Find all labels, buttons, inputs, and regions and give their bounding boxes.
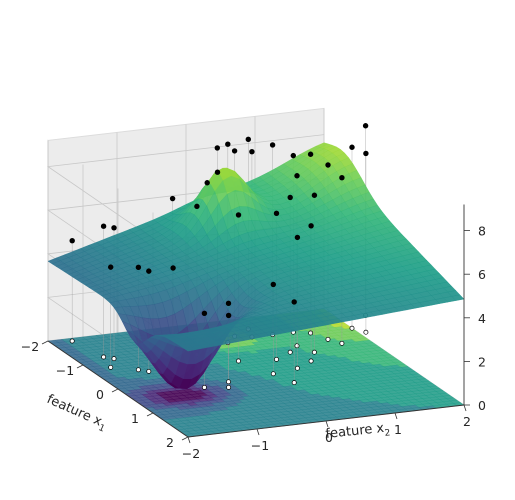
data-point (308, 223, 314, 229)
z-tick-label: 4 (478, 311, 486, 326)
floor-marker (226, 379, 231, 385)
data-point (231, 148, 238, 154)
floor-marker (339, 340, 345, 346)
data-point (214, 145, 220, 151)
data-point (311, 192, 318, 198)
data-point (269, 142, 276, 148)
data-point (135, 264, 142, 271)
data-point (287, 194, 293, 201)
x2-tick-mark (394, 412, 398, 420)
data-point (294, 234, 301, 241)
data-point (69, 238, 75, 244)
data-point (100, 223, 107, 229)
data-point (214, 169, 221, 175)
floor-marker (294, 365, 300, 371)
x2-tick-label: 1 (394, 422, 402, 437)
data-point (249, 149, 255, 155)
floor-marker (291, 380, 297, 386)
floor-marker (349, 325, 355, 331)
floor-marker (111, 356, 117, 362)
surface-facet (183, 346, 197, 352)
surface-mesh (47, 142, 465, 390)
x1-tick-label: 1 (131, 411, 139, 426)
x1-tick-mark (146, 412, 154, 417)
x2-tick-label: 0 (325, 430, 333, 445)
floor-marker (135, 367, 141, 373)
x2-tick-label: −1 (251, 438, 269, 453)
floor-marker (270, 371, 276, 377)
floor-marker (308, 358, 314, 364)
x1-tick-label: −1 (56, 363, 74, 378)
floor-marker (274, 356, 279, 362)
data-point (111, 225, 117, 231)
data-point (294, 173, 300, 179)
data-point (291, 299, 297, 305)
floor-marker (308, 330, 314, 336)
data-point (325, 162, 331, 168)
data-point (225, 141, 231, 147)
data-point (108, 264, 114, 270)
data-point (349, 144, 355, 150)
floor-marker (363, 329, 369, 335)
x2-tick-mark (256, 428, 260, 436)
x1-tick-mark (41, 340, 49, 345)
data-point (169, 195, 176, 202)
x2-tick-mark (187, 436, 191, 444)
z-tick-label: 2 (478, 354, 486, 369)
z-tick-label: 6 (478, 267, 486, 282)
x1-tick-label: −2 (21, 339, 39, 354)
data-point (290, 152, 296, 159)
data-point (270, 281, 276, 288)
data-point (235, 212, 242, 218)
floor-marker (287, 349, 293, 355)
floor-marker (311, 349, 317, 355)
floor-marker (201, 384, 207, 390)
floor-marker (226, 384, 232, 390)
data-points (69, 123, 369, 319)
y-axis-label: feature x2 (325, 420, 391, 445)
x1-tick-mark (181, 436, 189, 441)
data-point (225, 312, 232, 319)
z-tick-label: 8 (478, 224, 486, 239)
data-point (194, 203, 200, 210)
x2-tick-label: −2 (182, 446, 200, 461)
x1-tick-label: 2 (166, 435, 174, 450)
x2-tick-mark (325, 420, 329, 428)
floor-marker (69, 338, 75, 344)
data-point (362, 123, 369, 129)
data-point (363, 150, 369, 157)
data-point (339, 175, 345, 181)
floor-marker (101, 354, 107, 360)
floor-marker (236, 358, 241, 364)
data-point (307, 151, 314, 157)
data-point (204, 180, 210, 186)
data-point (201, 310, 208, 316)
data-point (273, 210, 280, 217)
x2-tick-mark (463, 404, 467, 412)
z-tick-label: 0 (478, 398, 486, 413)
floor-marker (108, 364, 114, 370)
x1-tick-label: 0 (96, 387, 104, 402)
data-point (170, 265, 176, 271)
data-point (146, 268, 152, 274)
x2-tick-label: 2 (463, 414, 471, 429)
data-point (245, 136, 251, 143)
data-point (225, 300, 232, 307)
floor-marker (325, 336, 331, 342)
floor-marker (146, 368, 152, 374)
x1-tick-mark (76, 364, 84, 369)
x1-tick-mark (111, 388, 119, 393)
floor-marker (294, 343, 300, 349)
